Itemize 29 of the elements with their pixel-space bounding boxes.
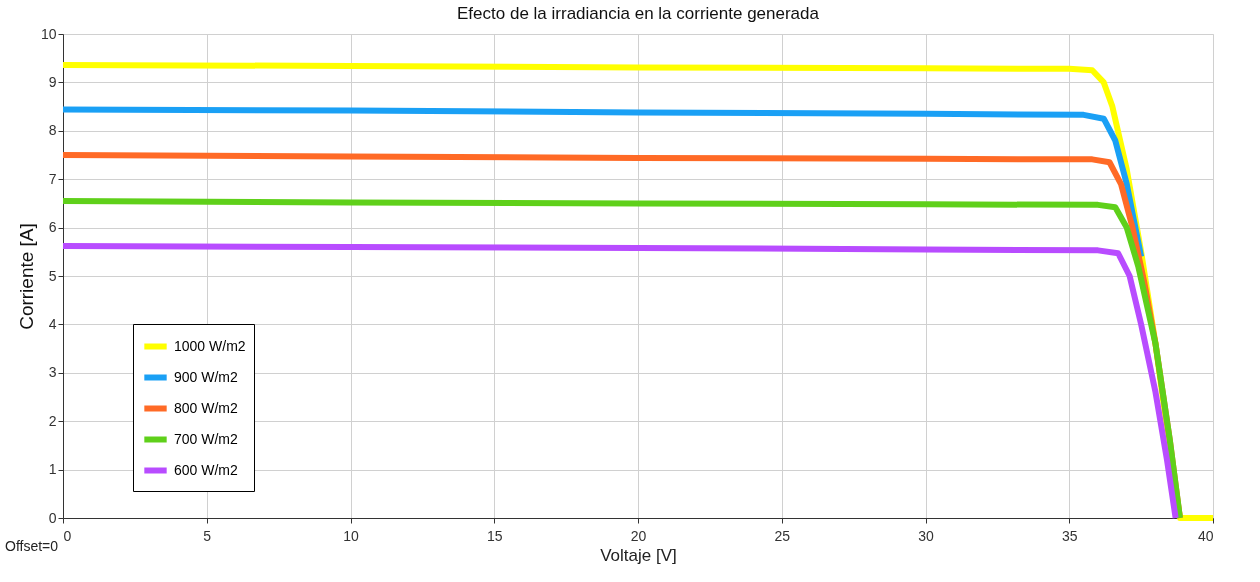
y-tick-label: 0 <box>48 509 57 526</box>
x-tick-label: 10 <box>343 527 359 544</box>
y-tick-label: 9 <box>48 73 57 90</box>
x-tick-label: 5 <box>203 527 212 544</box>
legend-label: 900 W/m2 <box>174 368 239 385</box>
chart-title: Efecto de la irradiancia en la corriente generada <box>457 4 820 23</box>
x-tick-label: 20 <box>630 527 647 544</box>
x-tick-label: 15 <box>486 527 503 544</box>
y-tick-label: 3 <box>48 364 57 381</box>
x-axis-title: Voltaje [V] <box>600 545 677 565</box>
legend-label: 800 W/m2 <box>174 399 239 416</box>
y-tick-label: 10 <box>40 25 57 42</box>
x-tick-label: 30 <box>918 527 934 544</box>
y-tick-label: 4 <box>48 315 57 332</box>
x-tick-label: 0 <box>63 527 72 544</box>
legend-label: 700 W/m2 <box>174 430 239 447</box>
y-tick-label: 5 <box>48 267 57 284</box>
x-tick-label: 35 <box>1061 527 1078 544</box>
y-tick-label: 1 <box>48 461 57 478</box>
y-tick-label: 8 <box>48 122 57 139</box>
y-tick-label: 6 <box>48 219 57 236</box>
y-tick-label: 2 <box>48 412 57 429</box>
y-tick-label: 7 <box>48 170 57 187</box>
y-axis-title: Corriente [A] <box>15 223 37 330</box>
text: Offset=0 <box>5 538 59 554</box>
x-tick-label: 40 <box>1197 527 1214 544</box>
x-tick-label: 25 <box>774 527 791 544</box>
legend-label: 1000 W/m2 <box>174 337 246 354</box>
legend-label: 600 W/m2 <box>174 461 239 478</box>
